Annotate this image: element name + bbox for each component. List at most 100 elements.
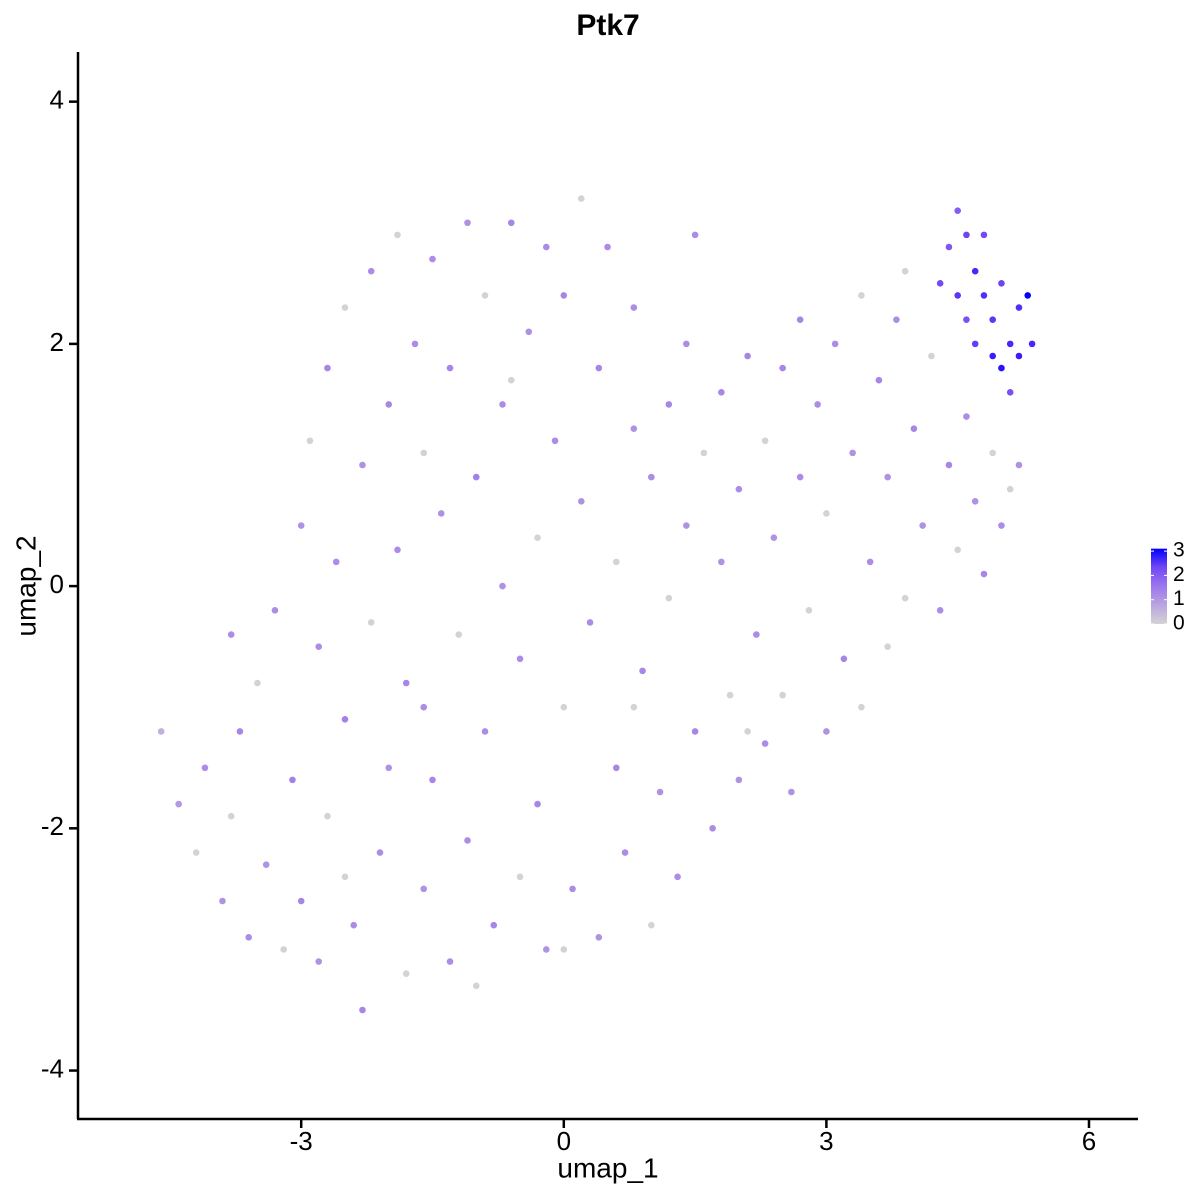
x-tick-label: 6 <box>1082 1126 1096 1156</box>
cell-point <box>936 607 944 614</box>
chart-title: Ptk7 <box>576 9 639 42</box>
cell-point <box>971 498 979 505</box>
cell-point <box>201 764 209 772</box>
cell-point <box>1006 485 1014 493</box>
cell-point <box>586 619 594 626</box>
cell-point <box>1028 340 1036 348</box>
cell-point <box>324 364 331 372</box>
cell-point <box>1006 389 1014 396</box>
cell-point <box>630 304 638 311</box>
cell-point <box>945 243 953 251</box>
cell-point <box>560 292 568 299</box>
cell-point <box>788 788 795 796</box>
cell-point <box>980 570 988 578</box>
cell-point <box>542 946 550 953</box>
cell-point <box>683 522 690 529</box>
cell-point <box>569 885 576 893</box>
cell-point <box>560 703 568 711</box>
cell-point <box>665 594 673 602</box>
cell-point <box>989 449 996 457</box>
cell-point <box>350 921 358 929</box>
cell-point <box>648 473 655 481</box>
cell-point <box>385 764 393 772</box>
cell-point <box>262 861 270 868</box>
cell-point <box>289 776 296 784</box>
cell-point <box>823 510 830 517</box>
colorbar-label: 0 <box>1173 612 1185 635</box>
cell-point <box>945 461 953 469</box>
cell-point <box>560 946 568 953</box>
cell-point <box>613 764 620 772</box>
cell-point <box>376 849 384 856</box>
cell-point <box>858 703 865 711</box>
cell-point <box>464 837 471 844</box>
cell-point <box>429 255 436 263</box>
cell-point <box>901 267 909 275</box>
cell-point <box>1015 352 1023 360</box>
cell-point <box>683 340 690 348</box>
cell-point <box>227 631 235 638</box>
cell-point <box>315 643 323 650</box>
cell-point <box>315 958 323 965</box>
cell-point <box>446 958 454 965</box>
cell-point <box>429 776 436 784</box>
cell-point <box>893 316 900 323</box>
cell-point <box>849 449 856 457</box>
cell-point <box>963 231 970 239</box>
cell-point <box>954 207 961 214</box>
cell-point <box>516 655 524 663</box>
y-tick-label: 0 <box>50 569 64 599</box>
cell-point <box>604 243 611 251</box>
cell-point <box>989 316 996 323</box>
cell-point <box>394 546 401 554</box>
cell-point <box>998 522 1005 529</box>
cell-point <box>402 679 410 687</box>
cell-point <box>297 522 305 529</box>
cell-point <box>402 970 410 977</box>
cell-point <box>507 219 515 227</box>
x-tick-label: 3 <box>819 1126 833 1156</box>
cell-point <box>718 389 725 396</box>
cell-point <box>630 703 638 711</box>
cell-point <box>192 849 200 856</box>
cell-point <box>901 594 909 602</box>
cell-point <box>367 267 375 275</box>
cell-point <box>219 897 226 905</box>
cell-point <box>297 897 305 905</box>
cell-point <box>578 498 585 505</box>
cell-point <box>332 558 340 566</box>
cell-point <box>411 340 419 348</box>
cell-point <box>805 607 813 614</box>
cell-point <box>840 655 848 663</box>
cell-point <box>394 231 401 239</box>
y-tick-label: 2 <box>50 327 64 357</box>
cell-point <box>341 716 349 723</box>
cell-point <box>1015 461 1023 469</box>
cell-point <box>359 461 366 469</box>
cell-point <box>464 219 471 227</box>
cell-point <box>954 546 961 554</box>
cell-point <box>980 292 988 299</box>
colorbar-label: 1 <box>1173 587 1185 610</box>
y-tick-label: -4 <box>41 1053 64 1083</box>
cell-point <box>525 328 533 336</box>
cell-point <box>595 934 603 941</box>
cell-point <box>954 292 961 299</box>
colorbar-label: 3 <box>1173 539 1185 562</box>
cell-point <box>928 352 935 360</box>
cell-point <box>796 316 804 323</box>
cell-point <box>753 631 760 638</box>
cell-point <box>341 304 349 311</box>
cell-point <box>936 280 944 287</box>
cell-point <box>621 849 629 856</box>
cell-point <box>971 267 979 275</box>
cell-point <box>280 946 287 953</box>
cell-point <box>761 740 769 747</box>
cell-point <box>157 728 165 735</box>
y-tick-label: -2 <box>41 811 64 841</box>
cell-point <box>420 449 428 457</box>
cell-point <box>236 728 244 735</box>
cell-point <box>446 364 454 372</box>
cell-point <box>534 534 541 541</box>
cell-point <box>998 364 1005 372</box>
